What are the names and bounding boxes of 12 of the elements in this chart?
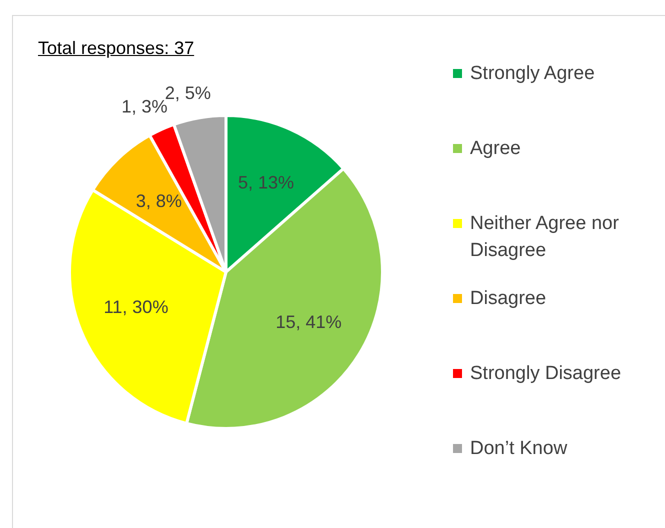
data-label: 5, 13% [238,172,294,193]
legend-label: Agree [470,137,521,161]
data-label: 2, 5% [164,83,211,104]
data-label: 15, 41% [276,312,342,332]
data-label: 11, 30% [104,297,168,318]
legend-label: Disagree [470,287,546,311]
legend-label: Strongly Disagree [470,362,622,386]
data-label: 3, 8% [136,190,182,211]
chart-title: Total responses: 37 [38,38,194,59]
legend-label: Neither Agree nor Disagree [470,212,620,263]
legend-label: Don’t Know [470,437,568,461]
legend-label: Strongly Agree [470,62,595,86]
